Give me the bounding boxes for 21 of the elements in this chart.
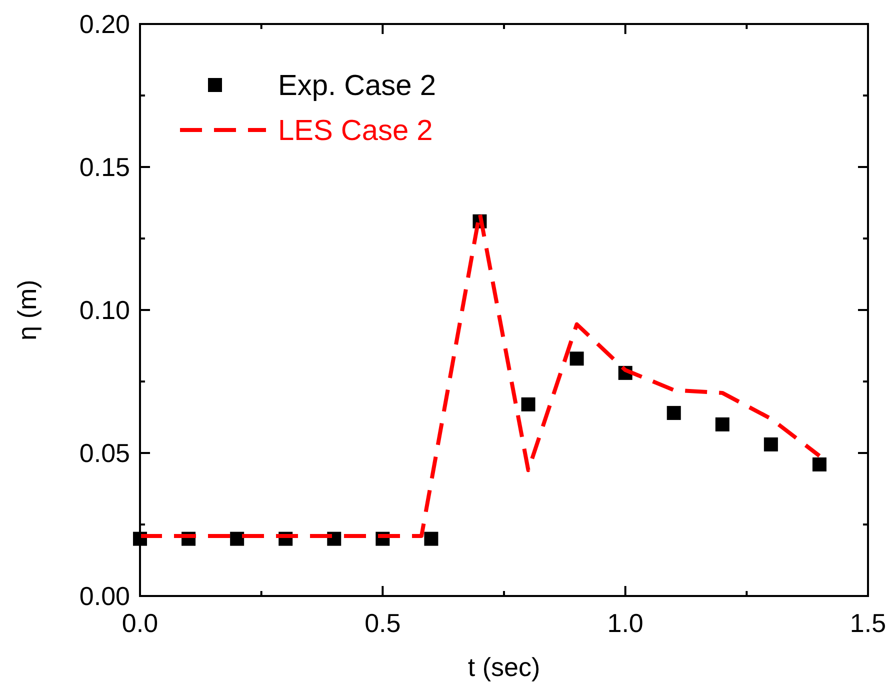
point bbox=[812, 457, 826, 472]
point bbox=[715, 417, 730, 432]
x-tick-label: 1.5 bbox=[850, 608, 886, 638]
y-tick-label: 0.15 bbox=[79, 152, 130, 182]
point bbox=[230, 532, 244, 546]
x-tick-label: 0.5 bbox=[364, 608, 401, 638]
x-tick-label: 0.0 bbox=[122, 608, 158, 638]
y-tick-label: 0.05 bbox=[79, 438, 130, 468]
point bbox=[764, 437, 778, 452]
point bbox=[570, 352, 584, 366]
x-axis-title: t (sec) bbox=[468, 652, 540, 682]
x-tick-label: 1.0 bbox=[607, 608, 644, 638]
point bbox=[424, 532, 438, 546]
point bbox=[666, 406, 681, 420]
y-axis-title: η (m) bbox=[12, 280, 42, 340]
legend-label: Exp. Case 2 bbox=[278, 70, 436, 102]
y-tick-label: 0.00 bbox=[79, 581, 130, 611]
legend-label: LES Case 2 bbox=[278, 115, 433, 147]
y-tick-label: 0.10 bbox=[79, 295, 130, 325]
y-tick-label: 0.20 bbox=[79, 9, 130, 39]
point bbox=[521, 397, 536, 412]
